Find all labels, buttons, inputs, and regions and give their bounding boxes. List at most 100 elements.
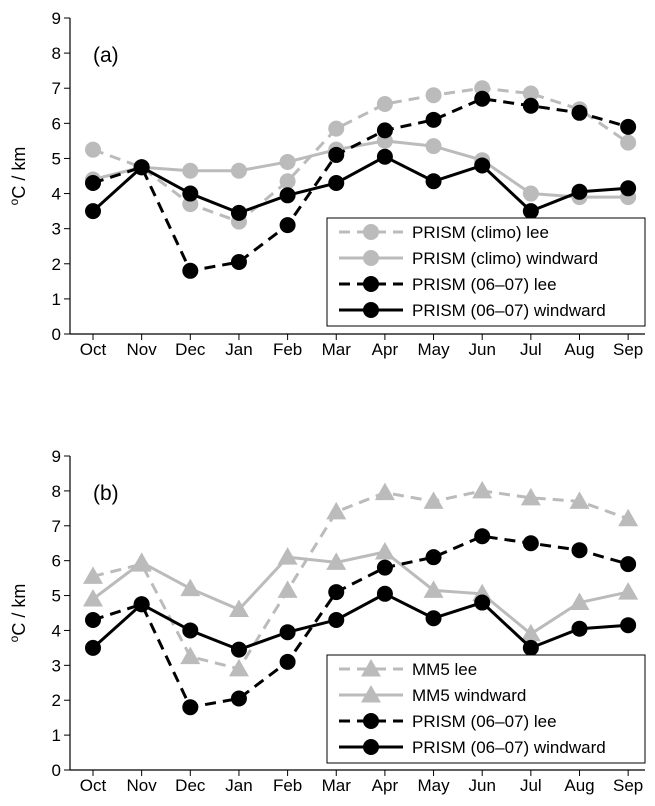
legend-label: PRISM (climo) windward [412, 249, 598, 268]
data-point [376, 559, 393, 576]
x-tick-label: Sep [613, 340, 643, 359]
x-tick-label: Aug [564, 340, 594, 359]
data-point [571, 620, 588, 637]
data-point [85, 203, 101, 220]
y-tick-label: 3 [52, 220, 61, 239]
legend-marker [361, 659, 381, 677]
data-point [374, 482, 395, 501]
y-axis-label-superscript: o [7, 635, 21, 642]
data-point [376, 148, 393, 165]
x-tick-label: Mar [322, 776, 352, 795]
legend-label: MM5 windward [412, 686, 526, 705]
data-point [425, 549, 442, 566]
data-point [522, 203, 539, 220]
legend-box [326, 217, 646, 327]
data-point [182, 185, 199, 202]
data-point [474, 594, 491, 611]
data-point [620, 556, 637, 573]
legend-marker [363, 250, 379, 266]
data-point [425, 87, 442, 104]
data-point [618, 582, 639, 600]
y-tick-label: 6 [52, 114, 61, 133]
data-point [620, 118, 637, 135]
series-2 [85, 528, 637, 716]
y-tick-label: 7 [52, 517, 61, 536]
legend-marker [363, 713, 379, 729]
data-point [230, 162, 247, 179]
data-point [279, 624, 296, 641]
y-tick-label: 5 [52, 587, 61, 606]
data-point [522, 97, 539, 114]
x-tick-label: Feb [273, 340, 302, 359]
data-point [279, 217, 296, 234]
legend: PRISM (climo) lee PRISM (climo) windward P… [326, 217, 646, 327]
series-line [92, 489, 629, 671]
y-tick-label: 8 [52, 44, 61, 63]
legend-label: PRISM (06–07) windward [412, 301, 606, 320]
x-tick-label: Nov [127, 776, 158, 795]
data-point [328, 611, 345, 628]
data-point [328, 175, 345, 192]
data-point [425, 610, 442, 627]
series-1 [83, 541, 639, 642]
data-point [520, 623, 541, 642]
series-line [92, 139, 629, 199]
series-3 [85, 148, 637, 221]
data-point [85, 639, 101, 656]
data-point [425, 173, 442, 190]
y-tick-label: 8 [52, 482, 61, 501]
series-line [91, 155, 629, 215]
y-axis-label-superscript: o [7, 198, 21, 205]
data-point [230, 204, 247, 221]
x-tick-label: Sep [613, 776, 643, 795]
x-tick-label: Apr [372, 340, 399, 359]
data-point [571, 542, 588, 559]
data-point [133, 159, 150, 176]
data-point [474, 528, 491, 545]
x-tick-label: Dec [175, 340, 206, 359]
data-point [180, 578, 201, 597]
data-point [571, 104, 588, 121]
series-0 [85, 80, 637, 230]
data-point [374, 541, 395, 560]
y-tick-label: 0 [52, 325, 61, 344]
data-point [522, 535, 539, 552]
y-tick-label: 3 [52, 656, 61, 675]
panel-label: (a) [93, 44, 119, 67]
data-point [620, 134, 637, 151]
data-point [326, 501, 347, 520]
data-point [85, 141, 101, 158]
data-point [425, 111, 442, 128]
y-tick-label: 9 [52, 9, 61, 28]
data-point [131, 552, 152, 570]
data-point [279, 173, 296, 190]
data-point [279, 187, 296, 204]
data-point [376, 585, 393, 602]
legend-label: PRISM (06–07) lee [412, 712, 557, 731]
y-axis-label-text: C / km [9, 147, 29, 199]
y-tick-label: 2 [52, 691, 61, 710]
legend: MM5 lee MM5 windward PRISM (06–07) lee PRIS… [326, 654, 646, 764]
x-tick-label: May [417, 776, 450, 795]
legend-box [326, 654, 646, 764]
x-tick-label: Apr [372, 776, 399, 795]
series-line [91, 592, 629, 652]
data-point [182, 699, 199, 716]
data-point [620, 180, 637, 197]
legend-marker [363, 224, 379, 240]
y-tick-label: 0 [52, 761, 61, 780]
data-point [571, 183, 588, 200]
data-point [83, 566, 103, 584]
series-line [92, 97, 629, 273]
data-point [328, 120, 345, 137]
data-point [230, 690, 247, 707]
x-tick-label: Jun [468, 340, 495, 359]
data-point [182, 262, 199, 279]
data-point [423, 491, 444, 509]
legend-marker [361, 685, 381, 703]
legend-label: PRISM (06–07) windward [412, 738, 606, 757]
x-tick-label: Oct [80, 776, 107, 795]
y-axis-label: oC / km [7, 584, 29, 643]
data-point [376, 96, 393, 113]
data-point [618, 508, 639, 527]
